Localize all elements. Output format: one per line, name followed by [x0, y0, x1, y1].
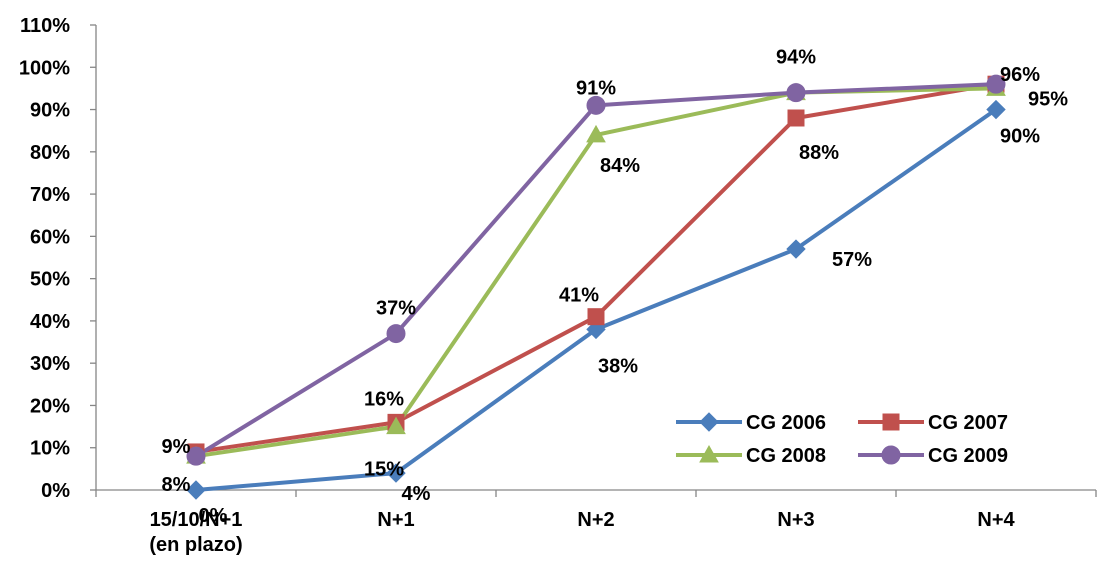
legend-entry: CG 2006: [676, 412, 826, 434]
y-tick-label: 40%: [30, 311, 70, 333]
x-tick-label-line: (en plazo): [149, 534, 242, 556]
y-tick-label: 90%: [30, 100, 70, 122]
data-label: 96%: [1000, 64, 1040, 86]
data-label: 9%: [162, 436, 191, 458]
data-label: 38%: [598, 355, 638, 377]
series-line-cg-2008: [195, 86, 997, 459]
data-label: 0%: [199, 505, 228, 527]
data-point-marker: [786, 239, 806, 259]
x-tick-label: N+4: [977, 509, 1015, 531]
legend-label: CG 2006: [746, 412, 826, 434]
data-point-marker: [986, 99, 1006, 120]
legend-label: CG 2008: [746, 445, 826, 467]
x-tick-label: 15/10/N+1 (en plazo): [149, 509, 242, 556]
data-label: 91%: [576, 77, 616, 99]
x-tick-label-line: N+4: [977, 509, 1015, 531]
data-label: 94%: [776, 47, 816, 69]
legend-entry: CG 2009: [858, 445, 1008, 467]
x-tick-label-line: N+3: [777, 509, 814, 531]
legend-label: CG 2007: [928, 412, 1008, 434]
data-point-marker: [587, 308, 605, 326]
x-tick-label-line: N+1: [377, 509, 414, 531]
data-label: 37%: [376, 298, 416, 320]
data-point-marker: [786, 83, 806, 103]
x-tick-label: N+3: [777, 509, 814, 531]
legend: CG 2006 CG 2007 CG 2008 CG 2009: [676, 412, 1008, 467]
data-label: 88%: [799, 142, 839, 164]
y-tick-label: 20%: [30, 395, 70, 417]
data-point-marker: [787, 109, 805, 127]
legend-entry: CG 2007: [858, 412, 1008, 434]
y-tick-label: 10%: [30, 438, 70, 460]
data-label: 57%: [832, 249, 872, 271]
legend-entry: CG 2008: [676, 444, 826, 467]
data-label: 90%: [1000, 126, 1040, 148]
x-tick-label-line: N+2: [577, 509, 614, 531]
data-label: 15%: [364, 459, 404, 481]
data-label: 16%: [364, 388, 404, 410]
data-label: 4%: [402, 483, 431, 505]
y-tick-label: 70%: [30, 184, 70, 206]
x-tick-label: N+1: [377, 509, 414, 531]
data-label: 84%: [600, 155, 640, 177]
y-tick-label: 80%: [30, 142, 70, 164]
data-point-marker: [386, 324, 406, 344]
data-point-marker: [386, 416, 406, 435]
y-tick-label: 100%: [19, 57, 70, 79]
data-point-marker: [186, 446, 206, 466]
data-label: 95%: [1028, 88, 1068, 110]
legend-marker: [881, 445, 901, 465]
data-point-marker: [586, 95, 606, 115]
legend-marker: [699, 412, 719, 432]
y-tick-label: 110%: [20, 15, 70, 37]
legend-marker: [699, 444, 719, 463]
y-tick-label: 0%: [41, 480, 70, 502]
data-label: 41%: [559, 285, 599, 307]
legend-marker: [882, 413, 900, 431]
data-label: 8%: [162, 474, 191, 496]
x-tick-label: N+2: [577, 509, 614, 531]
x-tick-label-line: 15/10/N+1: [150, 509, 243, 531]
y-tick-label: 60%: [30, 226, 70, 248]
axes: 0% 10% 20% 30% 40% 50% 60% 70% 80% 90% 100% 110% 15/…: [19, 15, 1097, 556]
data-point-marker: [986, 74, 1006, 94]
y-tick-label: 50%: [30, 269, 70, 291]
data-point-marker: [586, 124, 606, 143]
data-point-marker: [186, 480, 206, 500]
legend-label: CG 2009: [928, 445, 1008, 467]
data-point-marker: [386, 463, 406, 483]
data-labels: 0% 4% 38% 57% 90% 9% 16% 41% 88% 8% 15% 84% 95% 37% 91…: [162, 47, 1069, 527]
series-lines: [186, 74, 1006, 500]
y-tick-label: 30%: [30, 353, 70, 375]
